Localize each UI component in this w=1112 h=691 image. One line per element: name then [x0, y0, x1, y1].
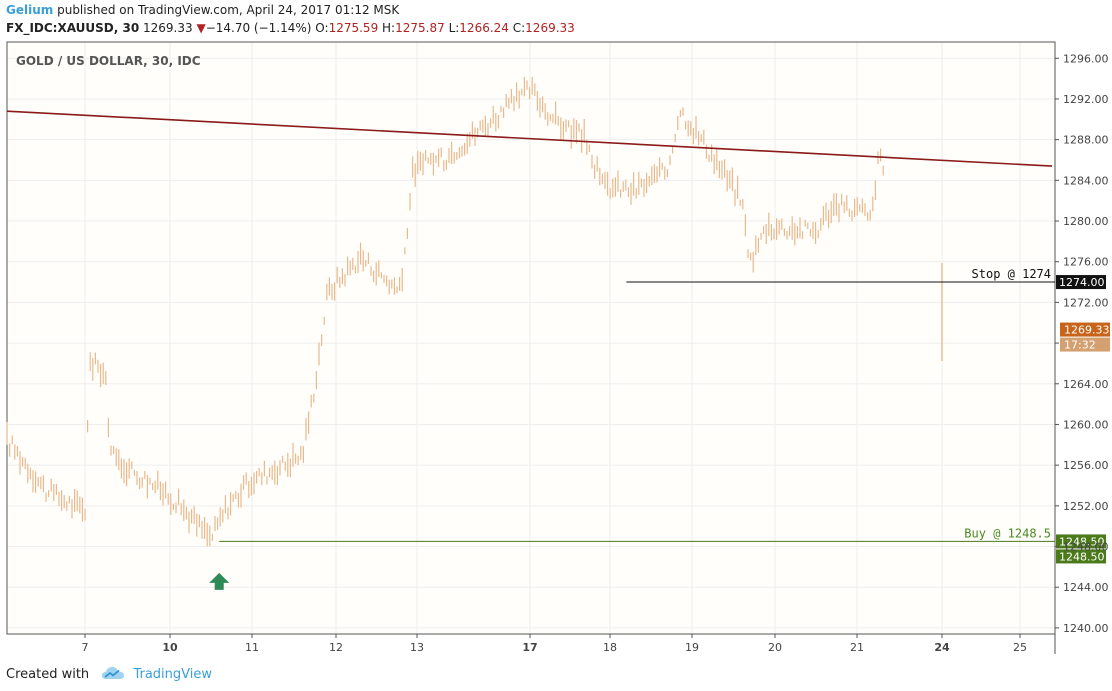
- change-arrow-icon: ▼: [196, 21, 206, 35]
- resistance-trendline[interactable]: [6, 110, 1053, 167]
- bar-countdown-value: 17:32: [1064, 339, 1096, 352]
- y-tick-label: 1256.00: [1063, 459, 1109, 472]
- buy-axis-value-2: 1248.50: [1059, 550, 1105, 563]
- bar-countdown-tag: [1060, 337, 1110, 352]
- y-axis: 1240.00 1244.00 1248.00 1252.00 1256.00 1260.…: [1055, 52, 1109, 635]
- symbol-name: FX_IDC:XAUUSD, 30: [6, 21, 140, 35]
- buy-axis-value: 1248.50: [1059, 535, 1105, 548]
- price-bars: [6, 76, 884, 547]
- low-value: 1266.24: [459, 21, 509, 35]
- current-price-value: 1269.33: [1064, 324, 1110, 337]
- publisher-name[interactable]: Gelium: [6, 3, 54, 17]
- y-tick-label: 1240.00: [1063, 622, 1109, 635]
- footer: Created with TradingView: [6, 665, 212, 682]
- last-price: 1269.33: [143, 21, 193, 35]
- y-tick-label: 1252.00: [1063, 500, 1109, 513]
- stop-axis-value: 1274.00: [1059, 276, 1105, 289]
- y-tick-label: 1284.00: [1063, 174, 1109, 187]
- plot-area[interactable]: [7, 42, 1055, 634]
- close-label: C:: [512, 21, 526, 35]
- tradingview-cloud-icon: [102, 667, 125, 679]
- y-tick-label: 1292.00: [1063, 93, 1109, 106]
- buy-axis-tag: [1056, 534, 1106, 549]
- y-tick-label: 1296.00: [1063, 52, 1109, 65]
- y-tick-label: 1272.00: [1063, 296, 1109, 309]
- grid: [7, 42, 1055, 634]
- x-tick-label: 20: [768, 641, 782, 654]
- close-value: 1269.33: [525, 21, 575, 35]
- x-tick-label: 17: [522, 641, 537, 654]
- published-text: published on TradingView.com, April 24, …: [57, 3, 400, 17]
- stop-level-label: Stop @ 1274: [972, 267, 1051, 281]
- tradingview-brand[interactable]: TradingView: [133, 667, 212, 682]
- symbol-ohlc-bar: FX_IDC:XAUUSD, 30 1269.33 ▼−14.70 (−1.14…: [6, 21, 575, 35]
- x-tick-label: 11: [245, 641, 259, 654]
- x-tick-label: 24: [934, 641, 950, 654]
- x-tick-label: 19: [685, 641, 699, 654]
- y-tick-label: 1288.00: [1063, 134, 1109, 147]
- chart-title: GOLD / US DOLLAR, 30, IDC: [16, 54, 201, 68]
- current-price-tag: [1060, 322, 1110, 337]
- buy-axis-tag-2: [1056, 549, 1106, 564]
- high-value: 1275.87: [395, 21, 445, 35]
- created-with-text: Created with: [6, 667, 90, 682]
- open-value: 1275.59: [328, 21, 379, 35]
- y-tick-label: 1260.00: [1063, 418, 1109, 431]
- up-arrow-icon[interactable]: [209, 572, 230, 590]
- low-label: L:: [448, 21, 460, 35]
- stop-axis-tag: [1056, 275, 1106, 290]
- x-tick-label: 25: [1013, 641, 1027, 654]
- y-tick-label: 1248.00: [1063, 541, 1109, 554]
- x-tick-label: 13: [410, 641, 424, 654]
- change-value: −14.70 (−1.14%): [205, 21, 312, 35]
- publish-info: Gelium published on TradingView.com, Apr…: [6, 3, 399, 17]
- y-tick-label: 1264.00: [1063, 378, 1109, 391]
- buy-level-label: Buy @ 1248.5: [964, 526, 1051, 540]
- x-tick-label: 10: [162, 641, 178, 654]
- y-tick-label: 1244.00: [1063, 581, 1109, 594]
- y-tick-label: 1280.00: [1063, 215, 1109, 228]
- x-tick-label: 12: [329, 641, 343, 654]
- y-tick-label: 1276.00: [1063, 256, 1109, 269]
- x-axis: 7 10 11 12 13 17 18 19 20 21 24 25: [82, 634, 1027, 654]
- open-label: O:: [315, 21, 329, 35]
- x-tick-label: 18: [603, 641, 617, 654]
- price-chart[interactable]: GOLD / US DOLLAR, 30, IDC Stop @ 1274 1274…: [0, 0, 1112, 660]
- x-tick-label: 21: [850, 641, 864, 654]
- high-label: H:: [382, 21, 396, 35]
- x-tick-label: 7: [82, 641, 89, 654]
